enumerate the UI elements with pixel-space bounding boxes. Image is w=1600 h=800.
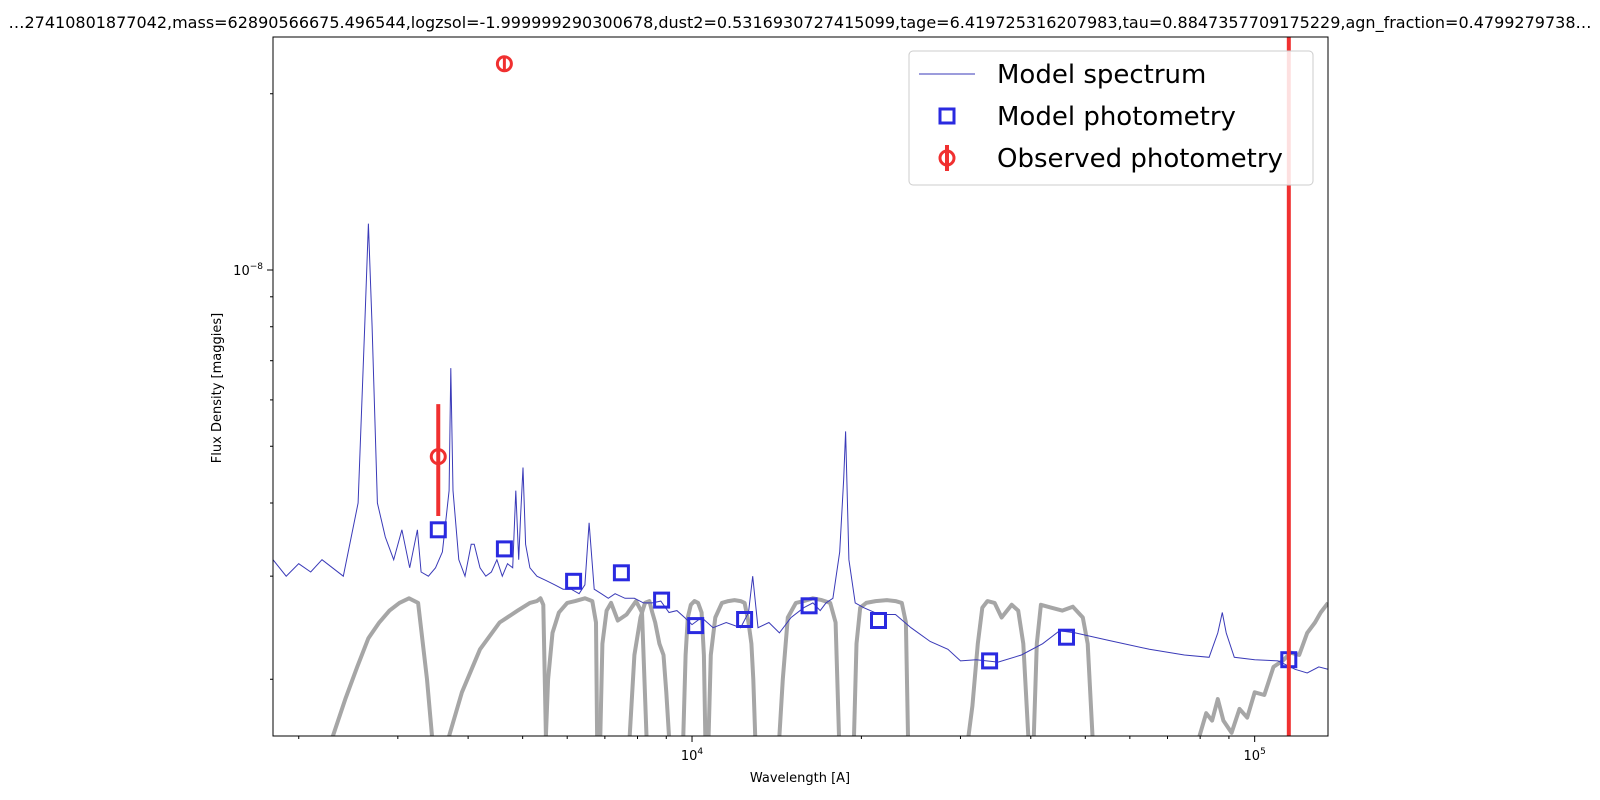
filter-curve-f9 [852, 598, 910, 736]
model-photometry-point [1058, 628, 1075, 646]
chart-title: …27410801877042,mass=62890566675.496544,… [8, 13, 1591, 33]
filter-curve-f6 [681, 599, 708, 736]
legend-label: Observed photometry [997, 144, 1283, 174]
filter-curve-f12 [1197, 601, 1328, 736]
filter-curve-f2 [447, 596, 548, 736]
x-tick-label: 105 [1244, 747, 1266, 764]
model-photometry-point [736, 611, 754, 628]
model-photometry-point [800, 597, 818, 615]
y-tick-label: 10−8 [233, 262, 263, 279]
filter-curve-f3 [543, 596, 600, 736]
x-tick-label: 104 [681, 747, 704, 764]
model-spectrum-line [273, 223, 1328, 674]
model-photometry-point [612, 564, 630, 582]
plot-frame [272, 36, 1329, 737]
model-spectrum-layer [273, 223, 1328, 674]
y-axis-label: Flux Density [maggies] [210, 313, 225, 463]
filter-curves [331, 596, 1328, 736]
model-photometry-point [870, 612, 887, 629]
filter-curve-f8 [777, 596, 841, 736]
filter-curve-f4 [598, 599, 649, 736]
x-axis-label: Wavelength [A] [750, 771, 850, 786]
legend-handle-observed [938, 149, 956, 167]
legend: Model spectrum Model photometry Observed p… [908, 50, 1314, 186]
legend-label: Model spectrum [997, 60, 1206, 90]
legend-box [908, 50, 1314, 186]
model-photometry-point [653, 591, 671, 609]
model-photometry-point [429, 521, 447, 539]
filter-curve-f10 [966, 599, 1031, 736]
filter-curve-f1 [331, 596, 434, 736]
model-photometry-point [495, 540, 513, 558]
legend-handle-model-photometry [938, 107, 956, 125]
model-photometry-point [981, 652, 999, 670]
model-photometry-point [687, 617, 705, 635]
axis-ticks: 104 105 10−8 [233, 93, 1266, 764]
legend-label: Model photometry [997, 102, 1236, 132]
filter-curve-f7 [706, 598, 758, 736]
filter-curve-f5 [627, 599, 671, 736]
filter-curve-f11 [1031, 602, 1095, 736]
model-photometry-point [565, 572, 583, 590]
